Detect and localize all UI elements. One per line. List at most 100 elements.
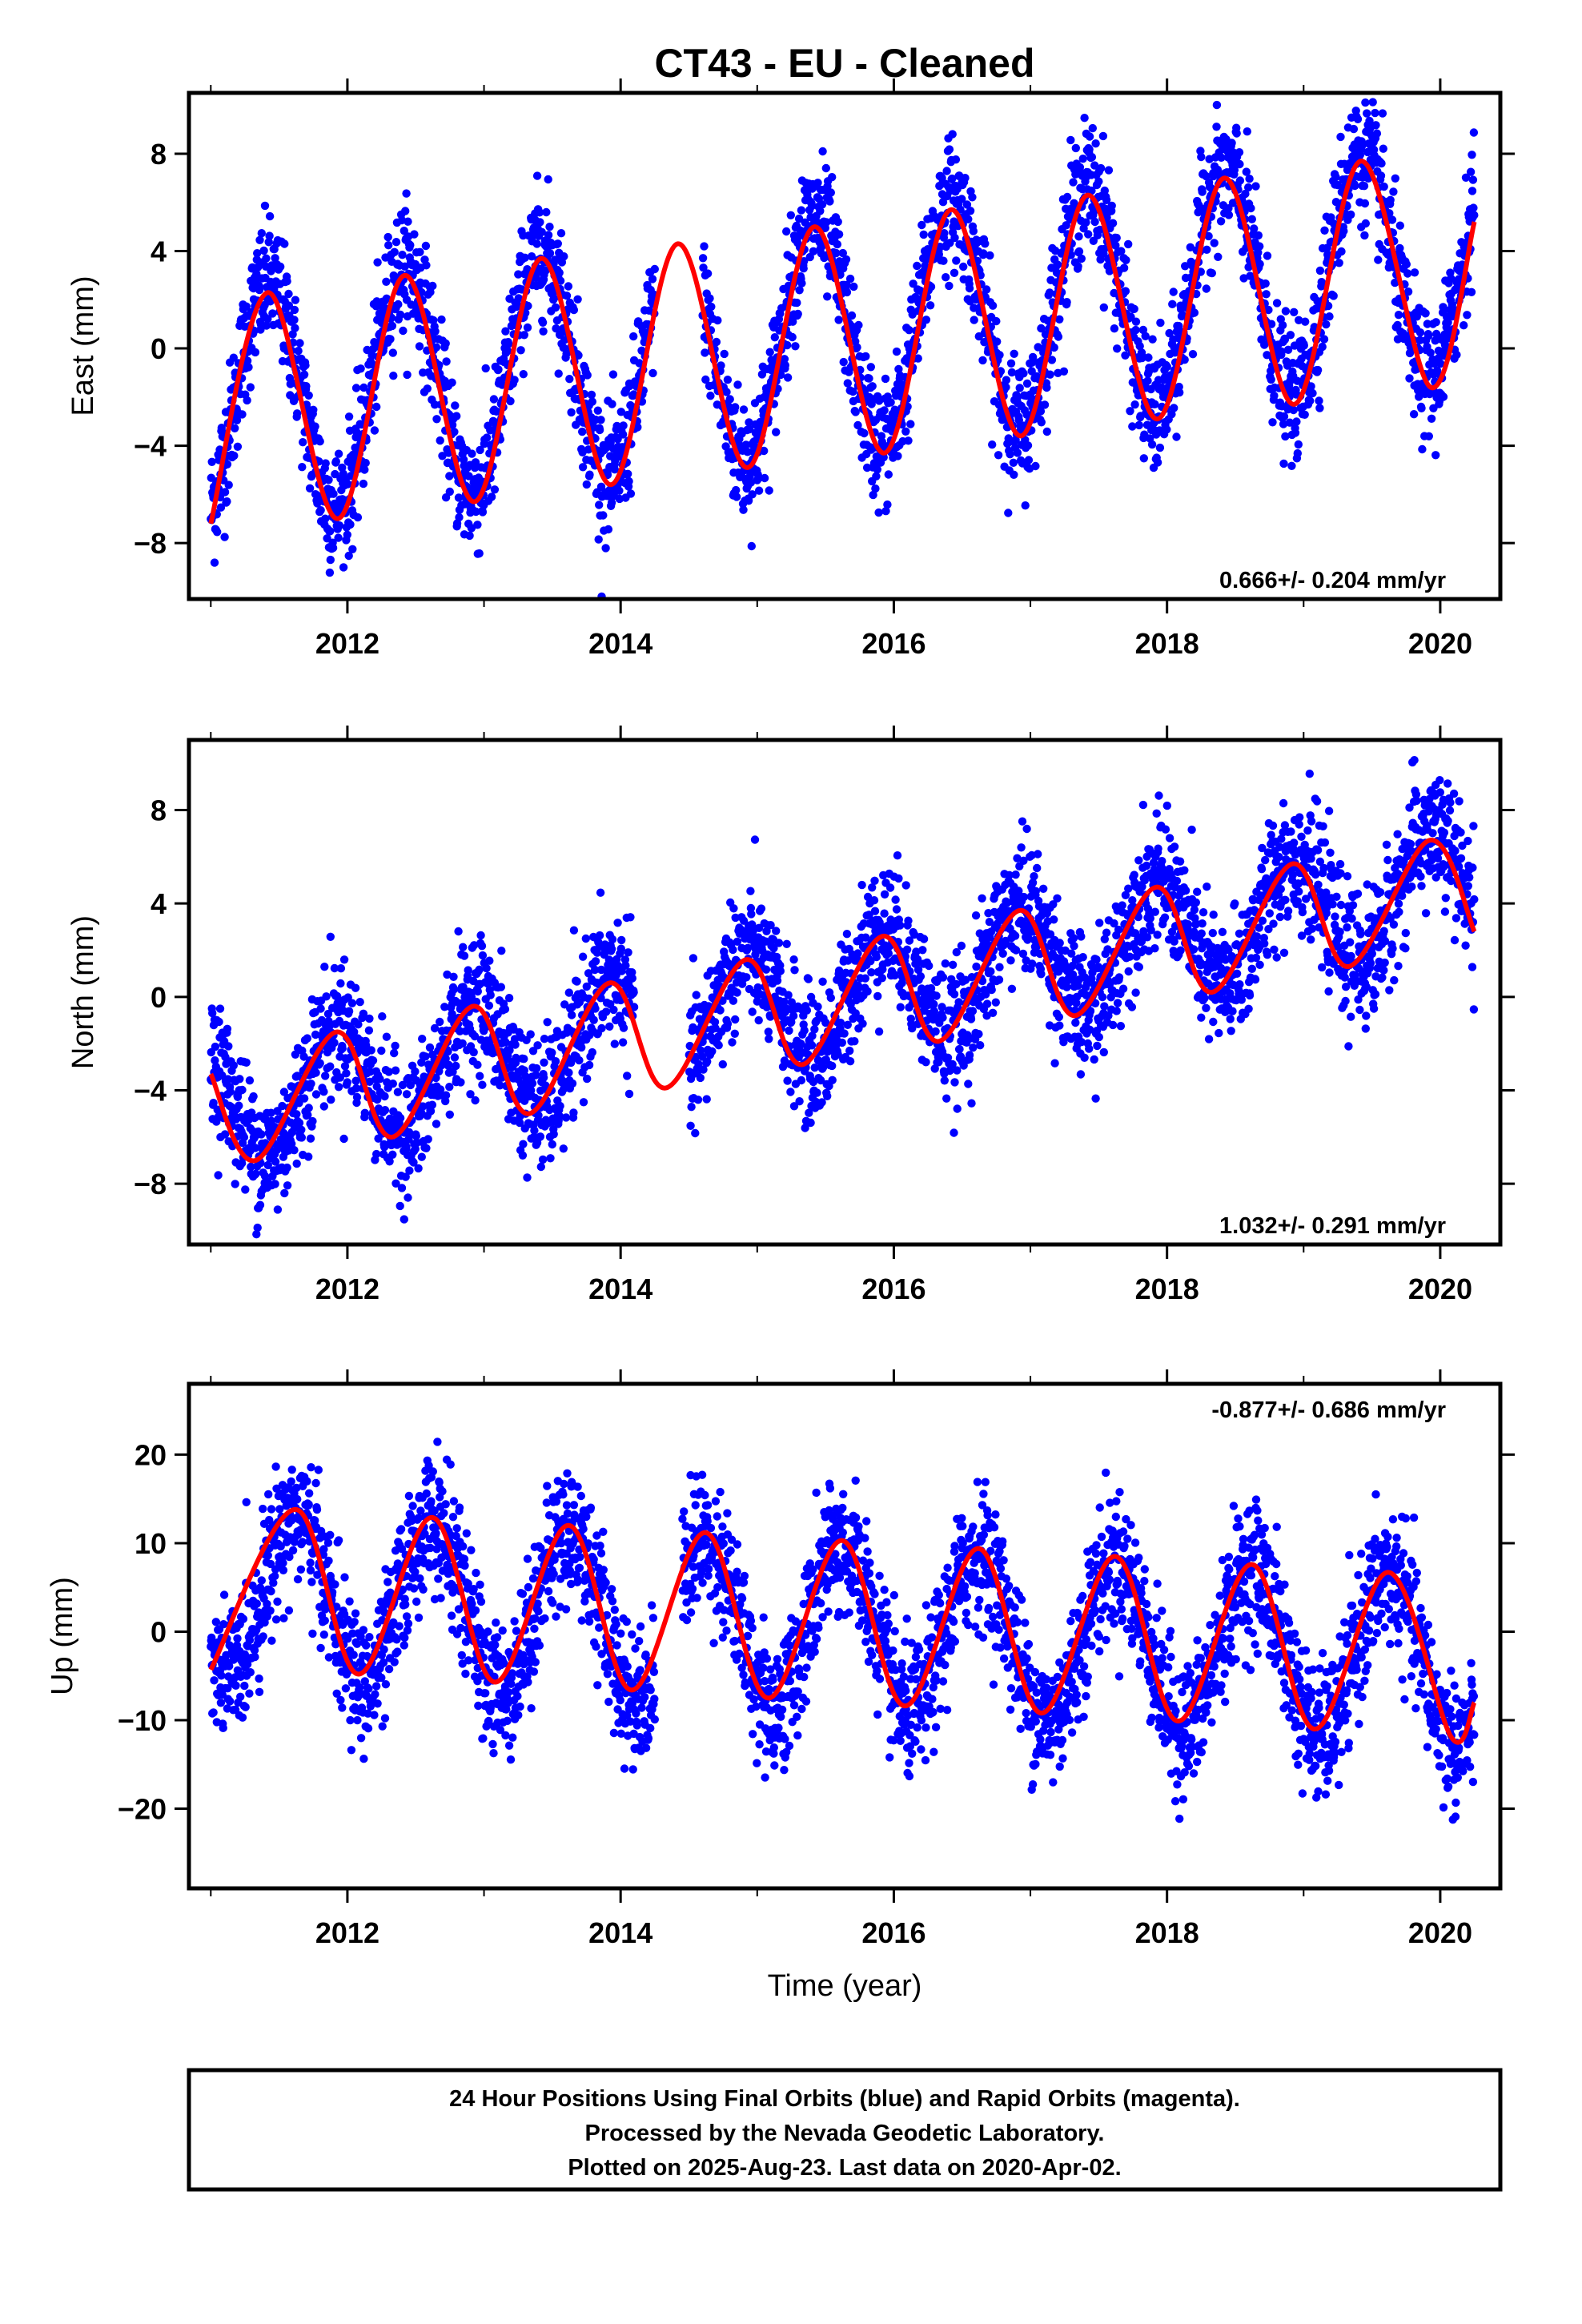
data-point — [567, 408, 576, 417]
data-point — [526, 1030, 535, 1039]
data-point — [978, 356, 987, 365]
data-point — [733, 380, 742, 389]
data-point — [226, 1088, 235, 1096]
data-point — [471, 458, 480, 467]
data-point — [1254, 248, 1263, 257]
x-tick-label: 2018 — [1135, 1273, 1199, 1305]
data-point — [842, 930, 852, 939]
data-point — [1099, 303, 1109, 312]
data-point — [850, 1037, 859, 1046]
data-point — [415, 342, 424, 351]
data-point — [554, 369, 563, 378]
data-point — [486, 426, 495, 435]
data-point — [1306, 396, 1315, 405]
data-point — [1105, 267, 1114, 275]
data-point — [1178, 311, 1187, 320]
data-point — [786, 1088, 795, 1096]
data-point — [391, 238, 401, 247]
data-point — [444, 1060, 453, 1070]
data-point — [872, 472, 881, 480]
data-point — [582, 480, 591, 489]
data-point — [1074, 232, 1083, 241]
data-point — [1009, 458, 1018, 467]
data-point — [1239, 274, 1248, 283]
data-point — [797, 206, 806, 215]
data-point — [1207, 268, 1217, 278]
data-point — [390, 1048, 399, 1058]
data-point — [400, 227, 408, 235]
data-point — [731, 1015, 740, 1024]
data-point — [904, 436, 913, 445]
data-point — [334, 449, 343, 458]
data-point — [389, 372, 398, 380]
data-point — [610, 1039, 619, 1048]
data-point — [432, 1120, 441, 1128]
data-point — [1353, 115, 1363, 123]
data-point — [406, 1080, 415, 1090]
data-point — [1318, 279, 1327, 287]
data-point — [797, 279, 806, 287]
data-point — [1143, 376, 1152, 385]
data-point — [884, 470, 893, 479]
data-point — [1264, 305, 1273, 315]
data-point — [564, 1068, 573, 1077]
data-point — [841, 255, 851, 264]
data-point — [432, 343, 441, 352]
data-point — [1002, 376, 1011, 384]
data-point — [828, 173, 837, 182]
data-point — [335, 1073, 345, 1082]
data-point — [1053, 260, 1062, 269]
data-point — [783, 373, 793, 382]
data-point — [552, 324, 560, 333]
data-point — [626, 489, 636, 498]
data-point — [1279, 459, 1288, 468]
data-point — [629, 390, 638, 399]
data-point — [797, 1039, 805, 1048]
data-point — [1050, 343, 1058, 352]
data-point — [608, 370, 618, 379]
data-point — [970, 316, 978, 324]
data-point — [619, 421, 628, 430]
data-point — [1077, 254, 1086, 263]
data-point — [1148, 335, 1157, 344]
data-point — [233, 442, 243, 451]
data-point — [866, 363, 876, 372]
data-point — [1126, 407, 1134, 416]
data-point — [229, 1061, 238, 1070]
data-point — [1210, 239, 1219, 247]
data-point — [616, 944, 625, 953]
data-point — [299, 1094, 309, 1103]
data-point — [299, 370, 309, 379]
data-point — [776, 967, 785, 975]
x-tick-label: 2016 — [861, 627, 926, 660]
data-point — [1320, 226, 1329, 235]
data-point — [211, 1056, 219, 1065]
data-point — [717, 361, 725, 370]
data-point — [1124, 239, 1133, 249]
data-point — [696, 1073, 705, 1083]
data-point — [761, 965, 771, 974]
data-point — [422, 261, 431, 270]
data-point — [629, 987, 638, 997]
data-point — [1389, 187, 1398, 196]
data-point — [327, 1096, 335, 1104]
data-point — [994, 451, 1003, 460]
data-point — [1153, 458, 1162, 467]
data-point — [1121, 287, 1130, 296]
data-point — [496, 983, 505, 991]
data-point — [401, 207, 410, 215]
data-point — [546, 1154, 555, 1163]
data-point — [321, 1072, 330, 1080]
data-point — [263, 315, 272, 324]
data-point — [418, 1035, 427, 1043]
data-point — [1102, 195, 1111, 204]
data-point — [593, 406, 602, 415]
data-point — [970, 304, 978, 312]
data-point — [722, 388, 731, 396]
data-point — [623, 1072, 632, 1080]
data-point — [1130, 304, 1138, 313]
data-point — [1333, 180, 1343, 190]
data-point — [979, 249, 988, 258]
data-point — [548, 1140, 556, 1149]
